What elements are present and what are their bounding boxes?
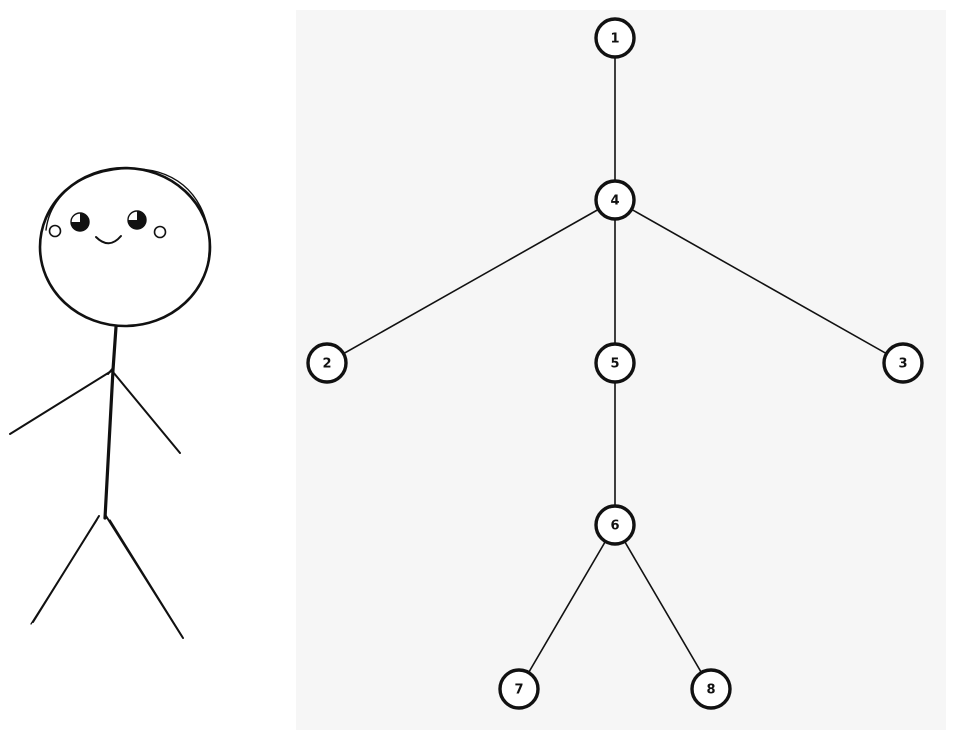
node-label: 4 [610, 194, 619, 209]
stick-figure-body [103, 325, 118, 520]
node-label: 2 [322, 357, 331, 372]
stick-figure-eyes [70, 210, 147, 232]
stick-figure-smile [95, 235, 122, 245]
node-circle [594, 179, 636, 221]
stick-figure-sketch [9, 166, 212, 639]
edge-4-2 [326, 199, 616, 364]
node-label: 1 [610, 32, 619, 47]
node-circle [594, 504, 636, 546]
node-6: 6 [594, 504, 636, 546]
node-circle [498, 668, 540, 710]
stick-figure-legs [30, 515, 184, 639]
node-label: 6 [610, 519, 619, 534]
stick-figure-head [38, 166, 212, 328]
node-4: 4 [594, 179, 636, 221]
node-8: 8 [690, 668, 732, 710]
node-label: 8 [706, 683, 715, 698]
node-7: 7 [498, 668, 540, 710]
edge-4-3 [614, 199, 904, 364]
node-5: 5 [594, 342, 636, 384]
node-circle [690, 668, 732, 710]
node-2: 2 [306, 342, 348, 384]
graph-nodes: 1 4 2 5 3 6 7 8 [306, 17, 924, 710]
node-3: 3 [882, 342, 924, 384]
edge-6-8 [614, 524, 712, 690]
node-1: 1 [594, 17, 636, 59]
edge-6-7 [518, 524, 616, 690]
node-circle [594, 17, 636, 59]
node-label: 5 [610, 357, 619, 372]
node-circle [882, 342, 924, 384]
stick-figure-cheeks [48, 224, 167, 239]
graph-edges [326, 38, 904, 690]
stick-figure-arms [9, 367, 181, 454]
node-circle [306, 342, 348, 384]
node-circle [594, 342, 636, 384]
node-label: 7 [514, 683, 523, 698]
node-label: 3 [898, 357, 907, 372]
